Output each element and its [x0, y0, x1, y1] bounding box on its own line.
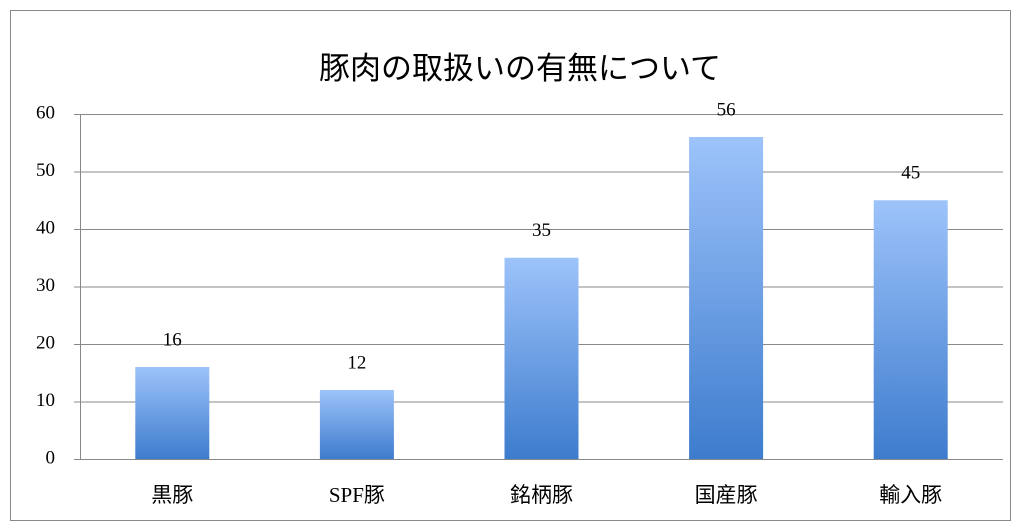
- x-tick-label: 輸入豚: [879, 483, 942, 507]
- y-tick-label: 50: [36, 160, 55, 181]
- y-tick-label: 10: [36, 390, 55, 411]
- x-tick-label: 銘柄豚: [510, 483, 573, 507]
- y-tick-label: 30: [36, 275, 55, 296]
- value-label: 16: [163, 329, 182, 350]
- y-tick-label: 60: [36, 102, 55, 123]
- value-label: 45: [901, 163, 920, 184]
- bar: [135, 367, 210, 459]
- chart-title: 豚肉の取扱いの有無について: [319, 51, 721, 86]
- y-tick-label: 40: [36, 217, 55, 238]
- x-tick-label: 国産豚: [695, 483, 758, 507]
- bar: [504, 257, 579, 459]
- x-tick-label: 黒豚: [151, 483, 193, 507]
- y-tick-label: 20: [36, 332, 55, 353]
- value-label: 35: [532, 220, 551, 241]
- bar: [689, 137, 764, 459]
- x-tick-label: SPF豚: [329, 483, 385, 507]
- y-tick-label: 0: [46, 447, 56, 468]
- value-label: 56: [717, 99, 736, 120]
- value-label: 12: [347, 352, 366, 373]
- bar: [319, 390, 394, 459]
- bar: [873, 200, 948, 459]
